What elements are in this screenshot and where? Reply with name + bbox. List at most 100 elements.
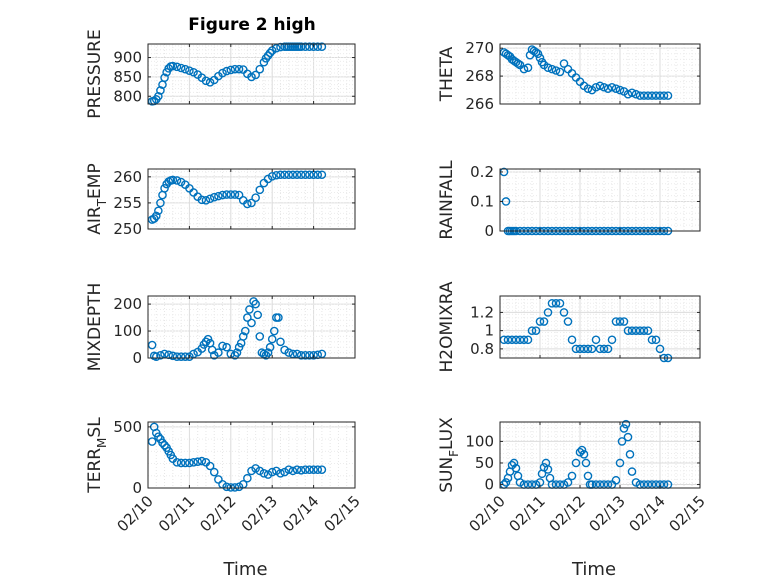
- h2omixra-point: [631, 326, 641, 335]
- h2omixra-point: [519, 335, 529, 345]
- air-temp-point: [197, 195, 207, 205]
- pressure-point: [156, 86, 165, 95]
- mixdepth-point: [238, 332, 248, 341]
- sun-flux-point: [621, 419, 631, 429]
- h2omixra-point: [511, 335, 521, 345]
- pressure-point: [226, 65, 236, 75]
- mixdepth-point: [276, 337, 285, 347]
- terr-msl-point: [259, 469, 269, 478]
- panel-theta-markers: [499, 45, 673, 100]
- panel-rainfall-grid: [499, 169, 701, 232]
- air-temp-point: [201, 196, 211, 205]
- air-temp-point: [160, 184, 169, 193]
- terr-msl-point: [160, 440, 169, 450]
- h2omixra-point: [567, 335, 577, 345]
- panel-air-temp-frame: [147, 168, 356, 230]
- mixdepth-point: [274, 313, 283, 322]
- pressure-ytick-label: 900: [113, 49, 142, 67]
- air-temp-point: [292, 170, 302, 180]
- terr-msl-xtick-label: 02/11: [155, 492, 198, 535]
- terr-msl-point: [243, 473, 252, 483]
- rainfall-ytick-label: 0.1: [470, 192, 494, 210]
- sun-flux-ytick-label: 0: [484, 476, 494, 494]
- h2omixra-point: [579, 344, 589, 354]
- terr-msl-point: [276, 469, 285, 478]
- theta-point: [635, 91, 645, 100]
- theta-point: [615, 85, 625, 95]
- terr-msl-xtick-label: 02/10: [114, 492, 157, 535]
- h2omixra-point: [627, 326, 637, 335]
- panel-pressure-markers: [147, 42, 327, 106]
- air-temp-point: [251, 193, 260, 202]
- air-temp-point: [151, 211, 161, 221]
- h2omixra-point: [531, 326, 541, 335]
- terr-msl-point: [172, 458, 182, 467]
- panel-rainfall-frame: [499, 168, 701, 232]
- mixdepth-point: [296, 351, 306, 360]
- theta-point: [623, 89, 633, 99]
- air-temp-ytick-label: 255: [113, 194, 142, 212]
- pressure-point: [301, 42, 310, 52]
- mixdepth-point: [203, 334, 213, 344]
- mixdepth-point: [151, 352, 161, 361]
- pressure-point: [296, 42, 306, 52]
- theta-point: [535, 53, 545, 63]
- pressure-point: [230, 64, 240, 74]
- terr-msl-point: [193, 457, 202, 467]
- terr-msl-point: [288, 466, 298, 476]
- air-temp-point: [280, 170, 289, 180]
- panel-terr-msl-markers: [147, 422, 327, 492]
- air-temp-point: [230, 190, 240, 199]
- mixdepth-point: [197, 344, 207, 353]
- theta-point: [547, 64, 557, 74]
- air-temp-point: [218, 190, 227, 200]
- theta-point: [647, 91, 657, 100]
- air-temp-point: [313, 170, 323, 180]
- panel-mixdepth-yticks: 0 100 200: [113, 295, 356, 367]
- h2omixra-point: [523, 335, 533, 345]
- air-temp-point: [317, 170, 327, 180]
- pressure-point: [265, 48, 275, 58]
- mixdepth-point: [218, 341, 227, 351]
- air-temp-ytick-label: 250: [113, 220, 142, 238]
- air-temp-point: [301, 170, 310, 180]
- terr-msl-ytick-label: 0: [132, 479, 142, 497]
- sun-flux-point: [571, 458, 581, 468]
- h2omixra-point: [635, 326, 645, 335]
- sun-flux-ytick-label: 50: [475, 454, 494, 472]
- terr-msl-point: [197, 456, 207, 466]
- air-temp-point: [214, 191, 223, 201]
- h2omixra-point: [607, 335, 617, 345]
- terr-msl-point: [158, 438, 167, 448]
- terr-msl-point: [267, 467, 277, 477]
- air-temp-point: [288, 170, 298, 180]
- sun-flux-point: [627, 467, 637, 476]
- air-temp-point: [222, 190, 231, 199]
- sun-flux-ytick-label: 100: [465, 432, 494, 450]
- panel-terr-msl-ylabel: TERRMSL: [85, 417, 109, 494]
- air-temp-point: [276, 170, 285, 180]
- panel-mixdepth-frame: [147, 295, 356, 359]
- pressure-point: [160, 73, 169, 82]
- air-temp-point: [205, 194, 215, 204]
- panel-terr-msl-frame: [147, 421, 356, 489]
- pressure-point: [317, 42, 327, 52]
- pressure-ytick-label: 850: [113, 68, 142, 86]
- panel-theta-ylabel: THETA: [437, 46, 457, 102]
- mixdepth-point: [234, 342, 244, 352]
- terr-msl-point: [230, 483, 240, 492]
- air-temp-point: [172, 176, 182, 185]
- sun-flux-xtick-label: 02/13: [586, 492, 629, 535]
- sun-flux-point: [583, 471, 593, 481]
- theta-point: [519, 64, 529, 74]
- panel-h2omixra-markers: [499, 298, 673, 363]
- pressure-point: [305, 42, 314, 52]
- mixdepth-point: [251, 299, 260, 309]
- mixdepth-point: [247, 318, 256, 328]
- theta-point: [631, 89, 641, 99]
- h2omixra-ytick-label: 0.8: [470, 340, 494, 358]
- panel-mixdepth-ylabel: MIXDEPTH: [85, 283, 105, 372]
- theta-point: [551, 66, 561, 75]
